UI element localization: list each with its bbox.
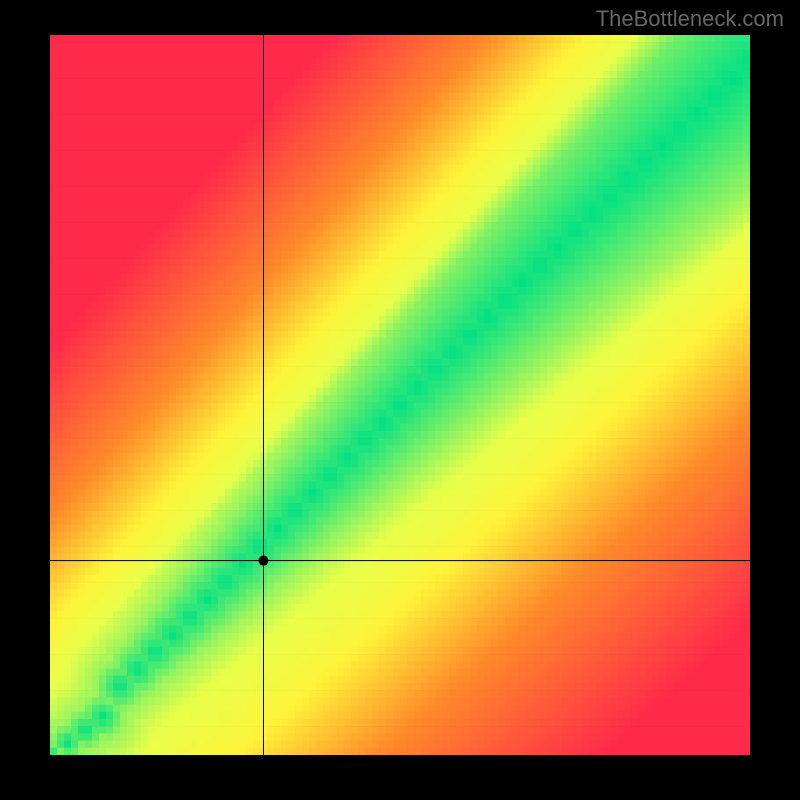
heatmap-chart xyxy=(50,35,750,755)
watermark-text: TheBottleneck.com xyxy=(596,6,784,32)
heatmap-canvas xyxy=(50,35,750,755)
chart-container: TheBottleneck.com xyxy=(0,0,800,800)
